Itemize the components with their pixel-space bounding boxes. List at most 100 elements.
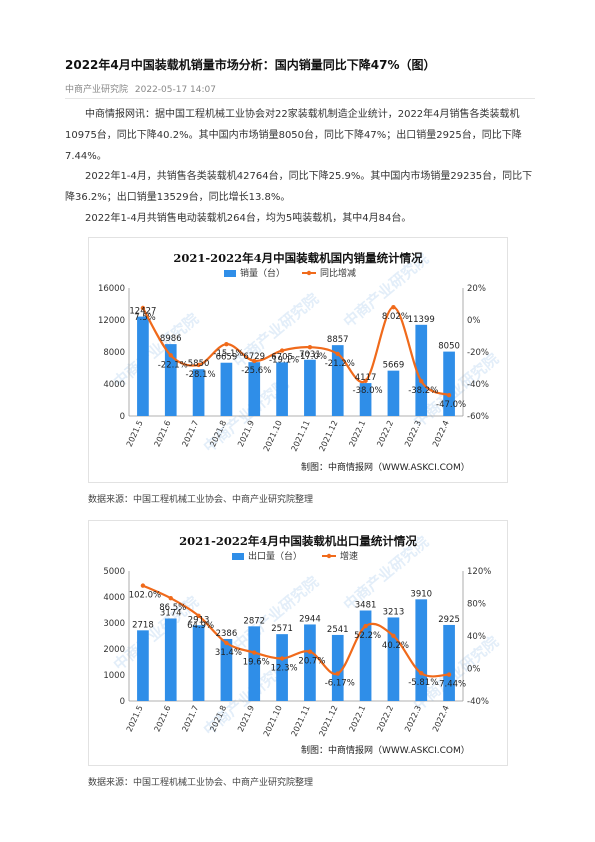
x-tick-label: 2022.1 — [347, 419, 367, 448]
legend-line-label: 同比增减 — [320, 267, 356, 279]
x-tick-label: 2021.5 — [125, 704, 145, 733]
line-data-label: 19.6% — [243, 658, 270, 668]
export-chart-svg: 中商产业研究院 中商产业研究院 中商产业研究院中商产业研究院中商产业研究院2021-… — [103, 533, 502, 756]
bar — [137, 630, 149, 701]
line-data-label: -7.44% — [436, 680, 466, 690]
line-point — [252, 358, 257, 364]
line-point — [252, 650, 257, 655]
legend-bar-label: 销量（台） — [240, 267, 285, 279]
line-data-label: 40.2% — [382, 641, 409, 651]
bar — [443, 624, 455, 701]
title-divider — [65, 98, 535, 99]
line-data-label: -25.6% — [241, 366, 271, 376]
bar-data-label: 5850 — [188, 359, 210, 369]
x-tick-label: 2021.6 — [153, 419, 173, 448]
bar — [220, 362, 233, 416]
bar-data-label: 8050 — [438, 342, 460, 352]
line-data-label: 52.2% — [354, 631, 381, 641]
bar — [415, 599, 428, 701]
line-point — [419, 671, 424, 676]
bar-data-label: 2925 — [438, 615, 460, 625]
y2-tick-label: -60% — [467, 412, 489, 422]
y-tick-label: 4000 — [103, 593, 125, 603]
y-tick-label: 0 — [120, 697, 125, 707]
bar-data-label: 4117 — [355, 373, 377, 383]
bar-data-label: 2944 — [299, 614, 321, 624]
article-date: 2022-05-17 14:07 — [134, 85, 216, 95]
bar — [220, 638, 233, 701]
bar — [359, 383, 372, 416]
domestic-sales-chart: 中商产业研究院 中商产业研究院 中商产业研究院 中商产业研究院 中商产业研究院 2021-… — [88, 237, 508, 483]
x-tick-label: 2022.4 — [431, 704, 451, 733]
bar — [387, 617, 400, 701]
line-data-label: 86.5% — [159, 603, 186, 613]
y2-tick-label: 20% — [467, 284, 486, 294]
article-meta: 中商产业研究院 2022-05-17 14:07 — [65, 82, 220, 95]
line-point — [335, 351, 340, 357]
bar — [304, 359, 316, 416]
bar-data-label: 2541 — [327, 625, 349, 635]
line-point — [168, 353, 173, 358]
y-tick-label: 4000 — [103, 380, 125, 390]
line-data-label: -15.1% — [213, 349, 243, 359]
line-point — [446, 672, 452, 677]
y-tick-label: 2000 — [103, 645, 125, 655]
bar-data-label: 6659 — [216, 353, 238, 363]
bar-data-label: 11399 — [408, 315, 435, 325]
bar-data-label: 3481 — [355, 600, 377, 610]
article-source[interactable]: 中商产业研究院 — [65, 85, 129, 95]
bar-data-label: 8986 — [160, 334, 182, 344]
line-point — [140, 583, 146, 588]
x-tick-label: 2021.10 — [262, 419, 284, 453]
line-point — [363, 623, 368, 629]
chart-credit: 制图：中商情报网（WWW.ASKCI.COM） — [301, 744, 470, 756]
line-data-label: -17.0% — [297, 352, 327, 362]
line-data-label: -22.1% — [158, 360, 188, 370]
domestic-sales-chart-svg: 中商产业研究院 中商产业研究院 中商产业研究院中商产业研究院中商产业研究院2021-… — [98, 250, 502, 473]
series-line — [142, 584, 450, 678]
x-tick-label: 2022.4 — [431, 419, 451, 448]
y2-tick-label: -40% — [467, 380, 489, 390]
bar — [387, 370, 400, 416]
line-data-label: 102.0% — [129, 591, 161, 601]
line-data-label: -38.0% — [353, 386, 383, 396]
line-data-label: 64.9% — [187, 621, 214, 631]
y2-tick-label: 40% — [467, 632, 486, 642]
bar-data-label: 6705 — [271, 352, 293, 362]
x-tick-label: 2021.10 — [262, 704, 284, 738]
line-data-label: 7.5% — [134, 313, 156, 323]
line-data-label: -19.1% — [269, 356, 299, 366]
data-source-1: 数据来源：中国工程机械工业协会、中商产业研究院整理 — [88, 495, 314, 505]
bar-data-label: 12427 — [129, 307, 156, 317]
x-tick-label: 2021.7 — [180, 419, 200, 448]
line-point — [363, 378, 368, 383]
line-data-label: 8.02% — [382, 312, 409, 322]
paragraph-1: 中商情报网讯：据中国工程机械工业协会对22家装载机制造企业统计，2022年4月销… — [65, 109, 522, 162]
bar-data-label: 2571 — [271, 624, 293, 634]
legend-bar-swatch — [224, 270, 236, 277]
line-data-label: -38.2% — [408, 386, 438, 396]
bar — [164, 344, 177, 416]
x-tick-label: 2022.3 — [403, 419, 423, 448]
bar — [248, 362, 261, 416]
line-point — [419, 378, 424, 384]
line-point — [168, 596, 173, 601]
y2-tick-label: 0% — [467, 665, 481, 675]
bar-data-label: 2718 — [132, 620, 154, 630]
bar — [137, 316, 149, 416]
line-data-label: -28.1% — [186, 370, 216, 380]
bar — [164, 618, 177, 701]
line-point — [224, 640, 229, 646]
bar-data-label: 3910 — [410, 589, 432, 599]
bar — [192, 369, 205, 416]
legend-bar-swatch — [232, 553, 244, 560]
legend-bar-label: 出口量（台） — [248, 550, 302, 562]
line-point — [307, 345, 313, 350]
line-point — [140, 305, 146, 311]
y-tick-label: 5000 — [103, 567, 125, 577]
x-tick-label: 2022.3 — [403, 704, 423, 733]
chart-title: 2021-2022年4月中国装载机出口量统计情况 — [179, 534, 417, 548]
bar — [415, 324, 428, 416]
line-point — [335, 671, 340, 676]
x-tick-label: 2022.1 — [347, 704, 367, 733]
